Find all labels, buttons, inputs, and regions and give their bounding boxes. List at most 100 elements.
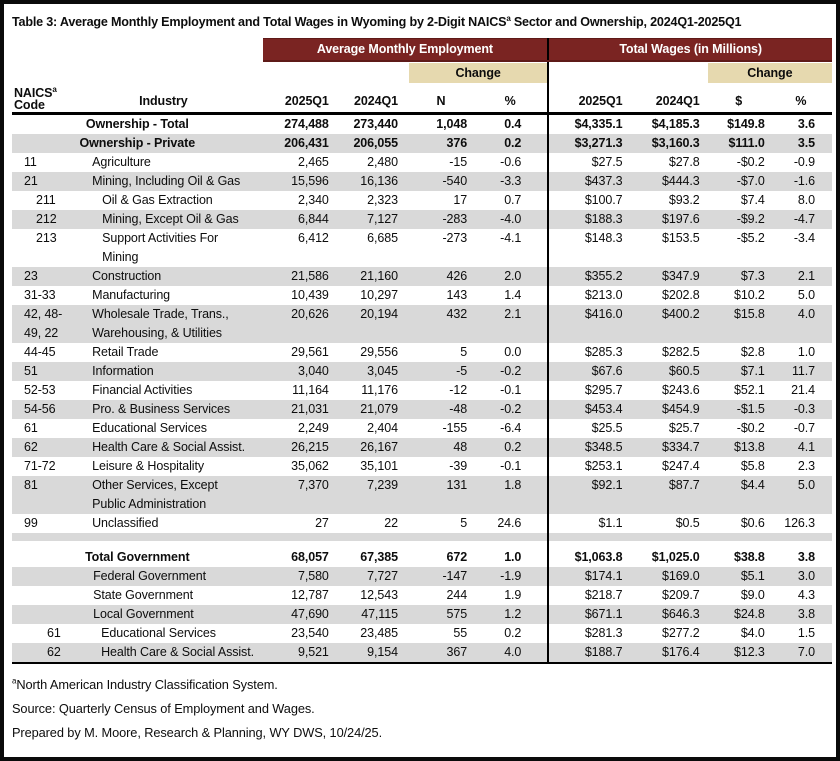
cell-wage-change-dollar: $4.4 <box>707 476 770 514</box>
cell-emp-2024q1: 21,160 <box>342 267 409 286</box>
industry-name: Oil & Gas Extraction <box>102 193 213 207</box>
cell-wage-2025q1: $188.7 <box>547 643 632 663</box>
cell-emp-2024q1: 35,101 <box>360 459 398 473</box>
cell-emp-2024q1: 21,079 <box>342 400 409 419</box>
wages-change-header: Change <box>707 63 832 83</box>
footnote-source: Source: Quarterly Census of Employment a… <box>12 701 315 716</box>
footnote-prepared: Prepared by M. Moore, Research & Plannin… <box>12 725 383 740</box>
naics-code: 62 <box>12 438 65 457</box>
cell-wage-2025q1: $671.1 <box>547 605 632 624</box>
group-header-row: Average Monthly Employment Total Wages (… <box>12 38 832 62</box>
industry-name: Support Activities For Mining <box>102 231 219 264</box>
cell-wage-2025q1: $92.1 <box>547 476 632 514</box>
cell-emp-change-n: -12 <box>449 383 468 397</box>
cell-wage-change-dollar: $4.0 <box>740 626 765 640</box>
naics-code: 62 <box>12 643 65 663</box>
naics-code: 23 <box>12 267 65 286</box>
change-spacer <box>12 63 263 83</box>
cell-emp-2025q1: 9,521 <box>262 643 343 663</box>
table-row: Total Government 68,057 67,385 672 1.0 $1,063… <box>12 548 832 567</box>
cell-wage-change-pct: 3.8 <box>797 550 815 564</box>
industry-name: Financial Activities <box>92 383 193 397</box>
cell-emp-change-pct: -4.1 <box>500 231 522 245</box>
cell-emp-2025q1: 11,164 <box>292 383 329 397</box>
table-row: 11 Agriculture 2,465 2,480 -15 -0.6 $27.5 $27.8… <box>12 153 832 172</box>
cell-emp-change-pct: -0.2 <box>473 400 549 419</box>
industry-name: Local Government <box>64 605 263 624</box>
industry-name: Manufacturing <box>92 288 171 302</box>
cell-wage-2025q1: $1.1 <box>547 514 632 533</box>
cell-emp-change-pct: 0.2 <box>473 134 549 153</box>
cell-wage-2025q1: $437.3 <box>547 172 632 191</box>
cell-emp-2025q1: 68,057 <box>291 550 329 564</box>
table-row: 71-72 Leisure & Hospitality 35,062 35,101 -3… <box>12 457 832 476</box>
spacer-cell <box>547 541 832 548</box>
table-row: 52-53 Financial Activities 11,164 11,176 -12… <box>12 381 832 400</box>
cell-emp-2024q1: 206,055 <box>342 134 409 153</box>
cell-emp-change-pct: -1.9 <box>473 567 549 586</box>
cell-emp-change-n: 5 <box>460 345 468 359</box>
cell-wage-2025q1: $453.4 <box>547 400 632 419</box>
cell-wage-change-dollar: $5.1 <box>707 567 770 586</box>
cell-emp-2024q1: 2,404 <box>367 421 398 435</box>
cell-emp-2025q1: 47,690 <box>262 605 343 624</box>
table-row: Ownership - Total 274,488 273,440 1,048 0.4 $… <box>12 113 832 134</box>
cell-emp-change-n: 1,048 <box>436 117 468 131</box>
cell-wage-2025q1: $213.0 <box>547 286 632 305</box>
cell-emp-2025q1: 12,787 <box>291 588 329 602</box>
cell-wage-2024q1: $646.3 <box>631 605 708 624</box>
table-row: 51 Information 3,040 3,045 -5 -0.2 $67.6 $60.5 $… <box>12 362 832 381</box>
cell-emp-change-pct: -0.2 <box>473 362 549 381</box>
industry-name: Health Care & Social Assist. <box>64 643 263 663</box>
page-container: Table 3: Average Monthly Employment and … <box>4 4 836 745</box>
col-header-emp-n: N <box>408 88 474 115</box>
cell-emp-change-pct: 24.6 <box>497 516 522 530</box>
cell-emp-change-n: -5 <box>408 362 474 381</box>
cell-wage-2024q1: $169.0 <box>631 567 708 586</box>
cell-wage-2024q1: $334.7 <box>631 438 708 457</box>
cell-wage-2025q1: $348.5 <box>547 438 632 457</box>
table-row: 62 Health Care & Social Assist. 26,215 26,1… <box>12 438 832 457</box>
cell-wage-change-pct: -0.3 <box>769 400 832 419</box>
code-label: Code <box>14 97 45 112</box>
cell-emp-change-pct: 0.2 <box>473 438 549 457</box>
cell-wage-change-pct: 21.4 <box>791 383 815 397</box>
col-header-naics-code: NAICSa Code <box>12 85 65 115</box>
cell-wage-2025q1: $285.3 <box>547 343 632 362</box>
cell-emp-2024q1: 2,480 <box>367 155 398 169</box>
cell-emp-2024q1: 20,194 <box>342 305 409 343</box>
cell-emp-change-n: 17 <box>453 193 468 207</box>
cell-emp-change-pct: -4.0 <box>473 210 549 229</box>
group-header-spacer <box>12 39 263 62</box>
spacer-cell <box>12 541 548 548</box>
cell-wage-change-pct: 3.6 <box>797 117 815 131</box>
naics-code: 213 <box>36 231 57 245</box>
cell-emp-change-n: 575 <box>408 605 474 624</box>
cell-emp-change-pct: -0.6 <box>500 155 522 169</box>
cell-emp-change-pct: 1.0 <box>504 550 522 564</box>
cell-emp-2025q1: 26,215 <box>262 438 343 457</box>
industry-name: Retail Trade <box>92 345 159 359</box>
cell-wage-2024q1: $60.5 <box>631 362 708 381</box>
industry-name: Leisure & Hospitality <box>92 459 204 473</box>
cell-wage-change-pct: 3.0 <box>769 567 832 586</box>
cell-wage-2025q1: $148.3 <box>547 229 632 267</box>
cell-wage-change-dollar: -$5.2 <box>736 231 765 245</box>
cell-wage-2024q1: $197.6 <box>631 210 708 229</box>
cell-emp-2024q1: 22 <box>384 516 398 530</box>
cell-wage-2025q1: $1,063.8 <box>547 548 632 567</box>
cell-wage-change-dollar: $149.8 <box>727 117 765 131</box>
cell-emp-change-pct: 0.0 <box>504 345 522 359</box>
cell-wage-change-dollar: $38.8 <box>733 550 765 564</box>
cell-wage-change-pct: 5.0 <box>797 288 815 302</box>
cell-wage-change-dollar: $10.2 <box>733 288 765 302</box>
cell-emp-2025q1: 6,412 <box>298 231 329 245</box>
cell-wage-2024q1: $0.5 <box>675 516 700 530</box>
table-row: Local Government 47,690 47,115 575 1.2 $671.1… <box>12 605 832 624</box>
table-row: 211 Oil & Gas Extraction 2,340 2,323 17 0.7 $1… <box>12 191 832 210</box>
cell-wage-2025q1: $25.5 <box>547 419 632 438</box>
cell-emp-2025q1: 274,488 <box>284 117 329 131</box>
industry-name: Information <box>64 362 263 381</box>
table-row: 31-33 Manufacturing 10,439 10,297 143 1.4 $213… <box>12 286 832 305</box>
naics-code: 44-45 <box>24 345 56 359</box>
